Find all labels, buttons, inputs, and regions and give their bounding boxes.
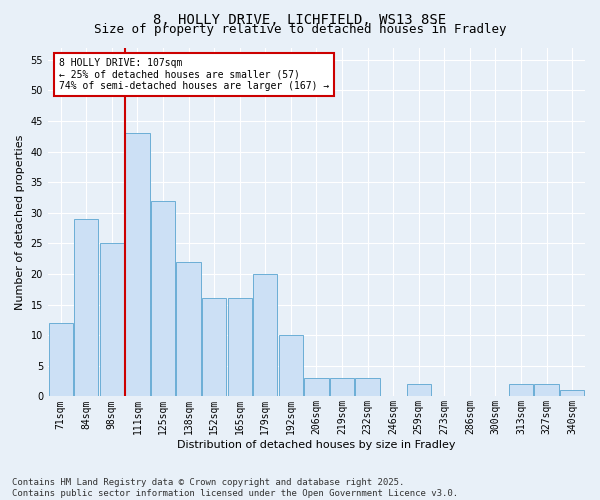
X-axis label: Distribution of detached houses by size in Fradley: Distribution of detached houses by size … [177,440,456,450]
Bar [560,390,584,396]
Bar [535,384,559,396]
Bar [202,298,226,396]
Bar [407,384,431,396]
Text: 8 HOLLY DRIVE: 107sqm
← 25% of detached houses are smaller (57)
74% of semi-deta: 8 HOLLY DRIVE: 107sqm ← 25% of detached … [59,58,329,91]
Bar [509,384,533,396]
Bar [304,378,329,396]
Bar [279,335,303,396]
Text: Contains HM Land Registry data © Crown copyright and database right 2025.
Contai: Contains HM Land Registry data © Crown c… [12,478,458,498]
Bar [151,200,175,396]
Text: 8, HOLLY DRIVE, LICHFIELD, WS13 8SE: 8, HOLLY DRIVE, LICHFIELD, WS13 8SE [154,12,446,26]
Bar [253,274,277,396]
Bar [125,133,149,396]
Bar [100,244,124,396]
Bar [355,378,380,396]
Text: Size of property relative to detached houses in Fradley: Size of property relative to detached ho… [94,22,506,36]
Bar [74,219,98,396]
Bar [49,323,73,396]
Y-axis label: Number of detached properties: Number of detached properties [15,134,25,310]
Bar [330,378,354,396]
Bar [176,262,201,396]
Bar [227,298,252,396]
